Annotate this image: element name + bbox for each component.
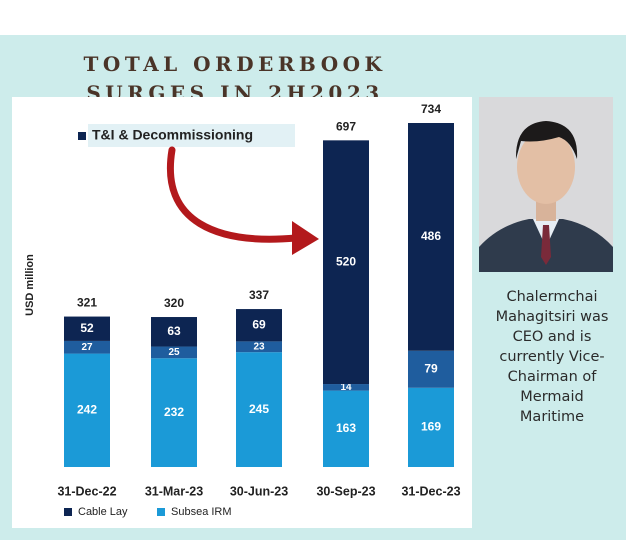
legend-label: T&I & Decommissioning xyxy=(92,127,253,143)
bar-segment xyxy=(408,123,454,351)
bar-segment xyxy=(236,309,282,342)
legend-background xyxy=(88,124,295,147)
caption-line: currently Vice- xyxy=(499,349,605,365)
bar-segment xyxy=(323,390,369,467)
legend-swatch xyxy=(64,508,72,516)
caption-line: Chalermchai xyxy=(506,289,598,305)
value-label: 520 xyxy=(336,254,356,268)
value-label: 27 xyxy=(81,342,93,353)
bar-segment xyxy=(236,352,282,467)
arrow xyxy=(167,146,300,243)
value-label: 245 xyxy=(249,402,269,416)
arrow-head xyxy=(292,221,319,255)
caption-line: CEO and is xyxy=(512,329,592,345)
value-label: 242 xyxy=(77,402,97,416)
total-label: 697 xyxy=(336,120,356,134)
y-axis-label: USD million xyxy=(24,254,36,316)
x-tick-label: 30-Sep-23 xyxy=(316,484,375,498)
portrait xyxy=(479,97,613,272)
bar-segment xyxy=(64,316,110,341)
bar-segment xyxy=(323,140,369,385)
x-tick-label: 31-Mar-23 xyxy=(145,484,203,498)
value-label: 52 xyxy=(80,321,94,335)
total-label: 337 xyxy=(249,288,269,302)
legend-label: Cable Lay xyxy=(78,506,128,518)
total-label: 321 xyxy=(77,296,97,310)
portrait-image xyxy=(479,97,613,272)
bar-segment xyxy=(64,340,110,354)
bar-segment xyxy=(236,341,282,353)
value-label: 63 xyxy=(167,324,181,338)
value-label: 486 xyxy=(421,229,441,243)
caption-line: Chairman of xyxy=(507,369,597,385)
total-label: 320 xyxy=(164,296,184,310)
value-label: 79 xyxy=(424,361,438,375)
value-label: 14 xyxy=(340,382,352,393)
bar-segment xyxy=(151,346,197,359)
chart: USD million 242 27 52 321 31-Dec-22 232 25 63 32… xyxy=(12,97,472,528)
caption-line: Mermaid xyxy=(520,389,584,405)
value-label: 169 xyxy=(421,420,441,434)
caption: Chalermchai Mahagitsiri was CEO and is curr… xyxy=(482,287,622,427)
value-label: 25 xyxy=(168,347,180,358)
value-label: 69 xyxy=(252,317,266,331)
value-label: 23 xyxy=(253,341,265,352)
x-tick-label: 31-Dec-22 xyxy=(57,484,116,498)
bar-segment xyxy=(64,353,110,467)
bar-segment xyxy=(408,350,454,388)
caption-line: Mahagitsiri was xyxy=(495,309,609,325)
total-label: 734 xyxy=(421,102,441,116)
bar-segment xyxy=(323,384,369,391)
bar-segment xyxy=(151,317,197,347)
x-tick-label: 30-Jun-23 xyxy=(230,484,288,498)
bar-segment xyxy=(151,358,197,467)
value-label: 163 xyxy=(336,421,356,435)
legend-swatch xyxy=(157,508,165,516)
legend-label: Subsea IRM xyxy=(171,506,232,518)
value-label: 232 xyxy=(164,405,184,419)
x-tick-label: 31-Dec-23 xyxy=(401,484,460,498)
bar-segment xyxy=(408,387,454,467)
caption-line: Maritime xyxy=(519,409,585,425)
legend-swatch xyxy=(78,132,86,140)
